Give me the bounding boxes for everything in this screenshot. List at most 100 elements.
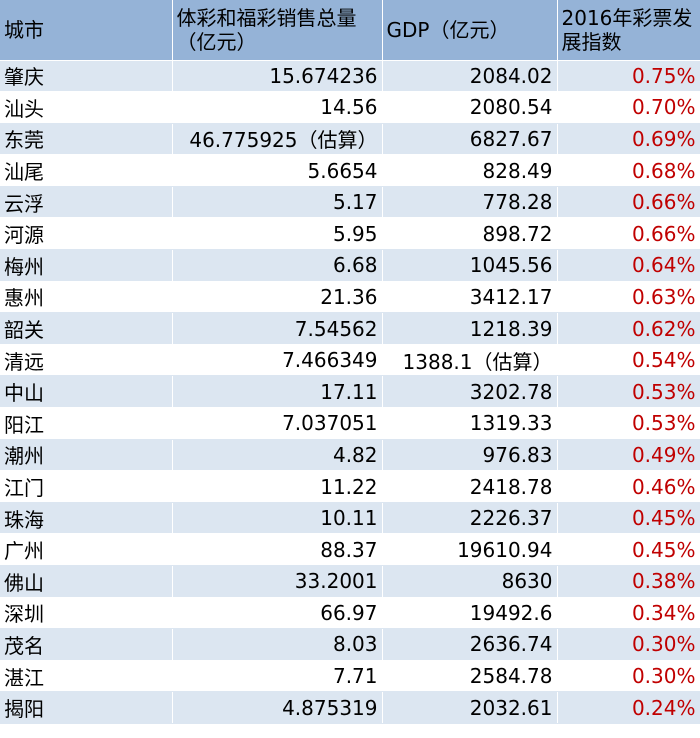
index-cell: 0.69% xyxy=(557,123,700,156)
index-cell: 0.45% xyxy=(557,502,700,535)
city-cell: 肇庆 xyxy=(0,60,173,93)
city-cell: 湛江 xyxy=(0,660,173,693)
header-sales: 体彩和福彩销售总量（亿元） xyxy=(172,0,383,61)
sales-cell: 10.11 xyxy=(172,502,383,535)
gdp-cell: 898.72 xyxy=(382,217,558,251)
sales-cell: 15.674236 xyxy=(172,60,383,93)
header-index: 2016年彩票发展指数 xyxy=(557,0,700,61)
sales-cell: 4.82 xyxy=(172,439,383,472)
header-row: 城市 体彩和福彩销售总量（亿元） GDP（亿元） 2016年彩票发展指数 xyxy=(0,0,700,61)
gdp-cell: 3202.78 xyxy=(382,375,558,409)
gdp-cell: 2584.78 xyxy=(382,660,558,693)
sales-cell: 21.36 xyxy=(172,281,383,314)
gdp-cell: 2080.54 xyxy=(382,91,558,124)
index-cell: 0.49% xyxy=(557,439,700,472)
index-cell: 0.64% xyxy=(557,249,700,282)
city-cell: 广州 xyxy=(0,533,173,566)
table-row: 惠州 21.36 3412.17 0.63% xyxy=(0,281,700,314)
sales-cell: 5.6654 xyxy=(172,154,383,187)
city-cell: 阳江 xyxy=(0,407,173,440)
gdp-cell: 828.49 xyxy=(382,154,558,187)
index-cell: 0.63% xyxy=(557,281,700,314)
city-cell: 揭阳 xyxy=(0,691,173,724)
gdp-cell: 1045.56 xyxy=(382,249,558,282)
city-cell: 潮州 xyxy=(0,439,173,472)
index-cell: 0.66% xyxy=(557,186,700,219)
gdp-cell: 778.28 xyxy=(382,186,558,219)
gdp-cell: 3412.17 xyxy=(382,281,558,314)
table-row: 清远 7.466349 1388.1（估算） 0.54% xyxy=(0,344,700,377)
table-row: 梅州 6.68 1045.56 0.64% xyxy=(0,249,700,282)
sales-cell: 14.56 xyxy=(172,91,383,124)
city-cell: 珠海 xyxy=(0,502,173,535)
city-cell: 梅州 xyxy=(0,249,173,282)
city-cell: 佛山 xyxy=(0,565,173,598)
sales-cell: 17.11 xyxy=(172,375,383,409)
sales-cell: 7.54562 xyxy=(172,312,383,345)
gdp-cell: 1218.39 xyxy=(382,312,558,345)
table-row: 湛江 7.71 2584.78 0.30% xyxy=(0,660,700,693)
gdp-cell: 1388.1（估算） xyxy=(382,344,558,377)
sales-cell: 46.775925（估算） xyxy=(172,123,383,156)
city-cell: 韶关 xyxy=(0,312,173,345)
index-cell: 0.24% xyxy=(557,691,700,724)
sales-cell: 11.22 xyxy=(172,470,383,503)
index-cell: 0.66% xyxy=(557,217,700,251)
sales-cell: 33.2001 xyxy=(172,565,383,598)
table-row: 河源 5.95 898.72 0.66% xyxy=(0,217,700,251)
table-row: 中山 17.11 3202.78 0.53% xyxy=(0,375,700,409)
sales-cell: 4.875319 xyxy=(172,691,383,724)
gdp-cell: 2084.02 xyxy=(382,60,558,93)
index-cell: 0.38% xyxy=(557,565,700,598)
header-city: 城市 xyxy=(0,0,173,61)
sales-cell: 88.37 xyxy=(172,533,383,566)
table-row: 阳江 7.037051 1319.33 0.53% xyxy=(0,407,700,440)
table-row: 佛山 33.2001 8630 0.38% xyxy=(0,565,700,598)
sales-cell: 7.037051 xyxy=(172,407,383,440)
table-row: 江门 11.22 2418.78 0.46% xyxy=(0,470,700,503)
table-row: 珠海 10.11 2226.37 0.45% xyxy=(0,502,700,535)
gdp-cell: 2032.61 xyxy=(382,691,558,724)
index-cell: 0.54% xyxy=(557,344,700,377)
index-cell: 0.70% xyxy=(557,91,700,124)
gdp-cell: 2226.37 xyxy=(382,502,558,535)
city-cell: 汕头 xyxy=(0,91,173,124)
table-body: 肇庆 15.674236 2084.02 0.75% 汕头 14.56 2080.54 0.7… xyxy=(0,60,700,724)
city-cell: 惠州 xyxy=(0,281,173,314)
index-cell: 0.34% xyxy=(557,597,700,630)
gdp-cell: 19610.94 xyxy=(382,533,558,566)
gdp-cell: 8630 xyxy=(382,565,558,598)
gdp-cell: 6827.67 xyxy=(382,123,558,156)
table-row: 肇庆 15.674236 2084.02 0.75% xyxy=(0,60,700,93)
header-gdp: GDP（亿元） xyxy=(382,0,558,61)
table-row: 东莞 46.775925（估算） 6827.67 0.69% xyxy=(0,123,700,156)
sales-cell: 5.17 xyxy=(172,186,383,219)
table-row: 韶关 7.54562 1218.39 0.62% xyxy=(0,312,700,345)
sales-cell: 7.71 xyxy=(172,660,383,693)
city-cell: 深圳 xyxy=(0,597,173,630)
city-cell: 清远 xyxy=(0,344,173,377)
sales-cell: 66.97 xyxy=(172,597,383,630)
index-cell: 0.62% xyxy=(557,312,700,345)
city-cell: 中山 xyxy=(0,375,173,409)
index-cell: 0.68% xyxy=(557,154,700,187)
city-cell: 茂名 xyxy=(0,628,173,661)
gdp-cell: 2636.74 xyxy=(382,628,558,661)
table-row: 汕头 14.56 2080.54 0.70% xyxy=(0,91,700,124)
city-cell: 河源 xyxy=(0,217,173,251)
sales-cell: 8.03 xyxy=(172,628,383,661)
index-cell: 0.53% xyxy=(557,375,700,409)
city-cell: 江门 xyxy=(0,470,173,503)
sales-cell: 7.466349 xyxy=(172,344,383,377)
city-cell: 东莞 xyxy=(0,123,173,156)
city-cell: 汕尾 xyxy=(0,154,173,187)
index-cell: 0.45% xyxy=(557,533,700,566)
gdp-cell: 1319.33 xyxy=(382,407,558,440)
table-row: 潮州 4.82 976.83 0.49% xyxy=(0,439,700,472)
gdp-cell: 976.83 xyxy=(382,439,558,472)
index-cell: 0.75% xyxy=(557,60,700,93)
index-cell: 0.53% xyxy=(557,407,700,440)
index-cell: 0.30% xyxy=(557,660,700,693)
